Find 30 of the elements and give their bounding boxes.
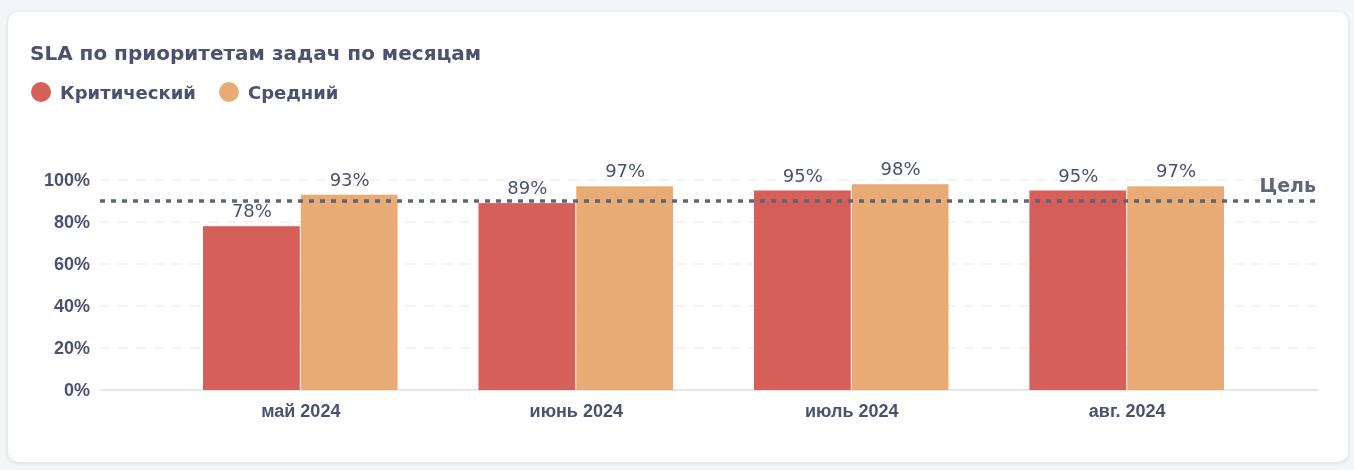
data-label: 97% bbox=[605, 160, 646, 182]
y-tick-label: 0% bbox=[63, 380, 90, 401]
bar bbox=[851, 184, 949, 390]
y-tick-label: 100% bbox=[43, 170, 90, 191]
y-tick-label: 80% bbox=[53, 212, 90, 233]
data-label: 89% bbox=[507, 177, 548, 199]
x-tick-label: июль 2024 bbox=[804, 400, 899, 421]
bar bbox=[300, 194, 398, 390]
x-tick-label: июнь 2024 bbox=[529, 400, 623, 421]
data-label: 95% bbox=[1058, 164, 1099, 186]
legend-label: Средний bbox=[247, 82, 339, 103]
bar bbox=[203, 226, 300, 390]
y-tick-label: 20% bbox=[53, 338, 90, 359]
y-tick-label: 60% bbox=[53, 254, 90, 275]
bar bbox=[1127, 186, 1224, 390]
bar bbox=[753, 190, 851, 390]
data-label: 78% bbox=[231, 200, 272, 222]
x-tick-label: авг. 2024 bbox=[1088, 400, 1166, 421]
bar bbox=[1029, 190, 1127, 390]
data-label: 93% bbox=[329, 168, 370, 190]
bar bbox=[576, 186, 674, 390]
bar bbox=[478, 203, 576, 390]
ref-line-label: Цель bbox=[1259, 174, 1316, 196]
data-label: 97% bbox=[1156, 160, 1197, 182]
legend-label: Критический bbox=[60, 82, 196, 103]
x-tick-label: май 2024 bbox=[261, 400, 341, 421]
data-label: 95% bbox=[782, 164, 823, 186]
y-tick-label: 40% bbox=[53, 296, 90, 317]
chart-title: SLA по приоритетам задач по месяцам bbox=[30, 41, 482, 65]
data-label: 98% bbox=[880, 158, 921, 180]
